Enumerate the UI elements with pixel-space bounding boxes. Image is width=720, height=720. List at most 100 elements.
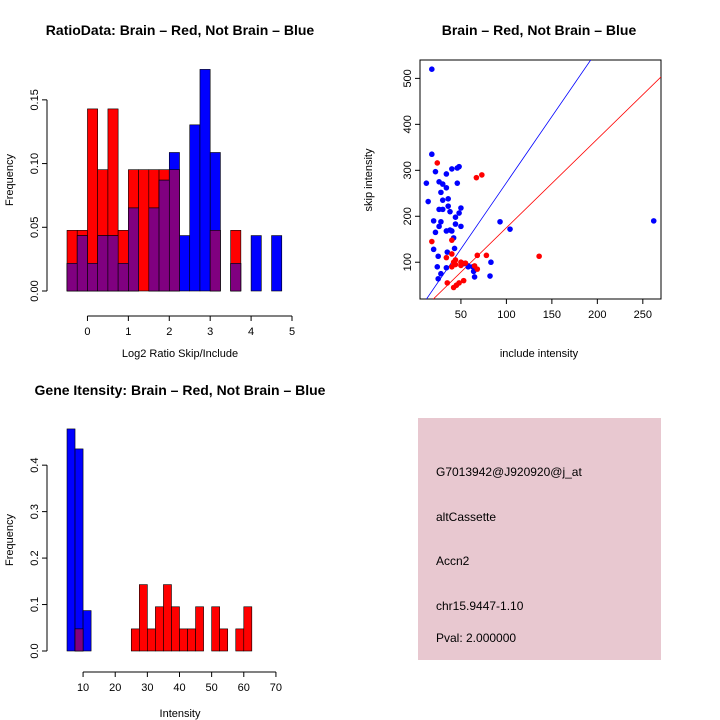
scatter-point xyxy=(447,208,453,215)
hist-overlap-bar xyxy=(209,230,221,292)
scatter-point xyxy=(439,197,446,203)
scatter-point xyxy=(507,226,513,232)
scatter-point xyxy=(432,229,439,236)
scatter-point xyxy=(443,184,450,191)
scatter-point xyxy=(479,172,485,178)
scatter-point xyxy=(497,218,503,225)
y-tick-label: 0.00 xyxy=(29,280,41,301)
scatter-point xyxy=(458,262,464,269)
scatter-point xyxy=(454,180,461,186)
hist-bar xyxy=(211,606,220,652)
hist-bar xyxy=(250,235,262,292)
scatter-point xyxy=(436,223,442,230)
scatter-point xyxy=(462,260,469,266)
y-tick-label: 200 xyxy=(402,207,414,225)
scatter-point xyxy=(432,168,439,175)
scatter-point xyxy=(456,163,462,170)
hist-bar xyxy=(139,584,148,652)
info-location: chr15.9447-1.10 xyxy=(436,599,524,613)
y-tick-label: 0.0 xyxy=(29,643,41,658)
y-tick-label: 0.2 xyxy=(29,550,41,565)
x-tick-label: 4 xyxy=(248,326,254,338)
ratio-histogram-title: RatioData: Brain – Red, Not Brain – Blue xyxy=(46,22,315,38)
x-tick-label: 5 xyxy=(289,326,295,338)
x-tick-label: 150 xyxy=(543,309,561,321)
scatter-point xyxy=(423,180,430,186)
scatter-point xyxy=(488,259,494,266)
y-tick-label: 0.4 xyxy=(29,458,41,473)
hist-bar xyxy=(163,584,172,652)
scatter-point xyxy=(430,218,437,224)
scatter-points xyxy=(423,66,657,291)
gene-intensity-panel: Gene Itensity: Brain – Red, Not Brain – … xyxy=(4,382,326,720)
scatter-point xyxy=(452,221,459,227)
info-probe-id: G7013942@J920920@j_at xyxy=(436,465,582,479)
gene-intensity-ylabel: Frequency xyxy=(4,514,16,566)
y-tick-label: 0.3 xyxy=(29,504,41,519)
y-tick-label: 100 xyxy=(402,253,414,271)
hist-bar xyxy=(66,428,76,652)
scatter-point xyxy=(473,174,480,181)
scatter-point xyxy=(434,264,441,270)
hist-bar xyxy=(179,235,191,292)
scatter-point xyxy=(438,270,444,277)
scatter-point xyxy=(474,252,481,259)
hist-bar xyxy=(147,628,156,652)
hist-overlap-bar xyxy=(148,207,160,292)
x-tick-label: 40 xyxy=(173,682,185,694)
hist-bar xyxy=(189,124,201,292)
hist-bar xyxy=(155,606,164,652)
scatter-lines xyxy=(426,60,661,299)
info-event-type: altCassette xyxy=(436,510,496,524)
hist-bar xyxy=(138,169,150,292)
scatter-point xyxy=(452,261,459,268)
scatter-point xyxy=(456,210,462,216)
info-panel: G7013942@J920920@j_at altCassette Accn2 … xyxy=(418,418,661,660)
ratio-histogram-panel: RatioData: Brain – Red, Not Brain – Blue… xyxy=(4,22,314,360)
scatter-xlabel: include intensity xyxy=(500,348,579,360)
scatter-point xyxy=(438,218,444,225)
y-tick-label: 0.05 xyxy=(29,217,41,238)
hist-bar xyxy=(130,628,140,652)
scatter-point xyxy=(439,181,446,187)
scatter-point xyxy=(439,206,446,213)
scatter-point xyxy=(449,237,455,243)
scatter-point xyxy=(449,251,455,257)
scatter-point xyxy=(650,218,657,224)
hist-overlap-bar xyxy=(66,263,78,292)
scatter-point xyxy=(445,203,451,209)
scatter-point xyxy=(429,151,435,158)
scatter-point xyxy=(456,280,462,286)
hist-overlap-bar xyxy=(74,628,84,652)
scatter-point xyxy=(434,160,441,166)
fit-line xyxy=(432,76,661,299)
hist-overlap-bar xyxy=(158,179,170,292)
scatter-point xyxy=(438,189,444,196)
scatter-point xyxy=(483,252,490,259)
x-tick-label: 0 xyxy=(84,326,90,338)
scatter-ylabel: skip intensity xyxy=(363,148,375,211)
scatter-point xyxy=(443,254,450,261)
hist-bar xyxy=(243,606,253,652)
scatter-point xyxy=(536,253,542,260)
hist-overlap-bar xyxy=(76,235,88,292)
scatter-point xyxy=(449,166,455,172)
ratio-histogram-ylabel: Frequency xyxy=(4,154,16,206)
hist-bar xyxy=(271,235,283,292)
y-tick-label: 400 xyxy=(402,115,414,133)
hist-overlap-bar xyxy=(87,263,98,292)
scatter-point xyxy=(471,274,478,280)
scatter-point xyxy=(474,266,481,272)
y-tick-label: 300 xyxy=(402,161,414,179)
hist-overlap-bar xyxy=(230,263,242,292)
scatter-point xyxy=(458,223,464,230)
info-panel-background xyxy=(418,418,661,660)
scatter-point xyxy=(458,205,464,211)
scatter-point xyxy=(443,264,450,271)
scatter-point xyxy=(429,238,435,245)
x-tick-label: 3 xyxy=(207,326,213,338)
scatter-point xyxy=(435,275,441,282)
x-tick-label: 30 xyxy=(141,682,153,694)
x-tick-label: 2 xyxy=(166,326,172,338)
